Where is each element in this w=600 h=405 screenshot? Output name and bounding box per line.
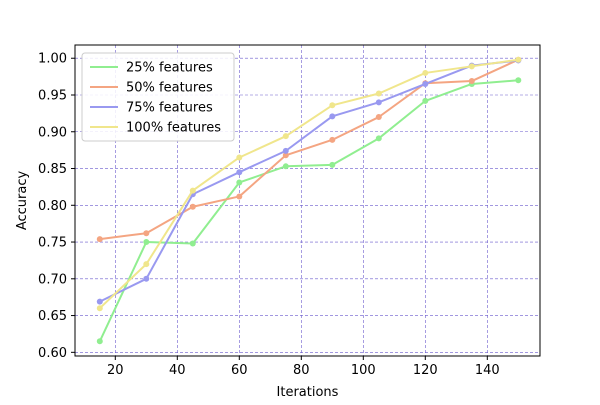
legend-label: 75% features — [126, 101, 213, 116]
x-axis-label: Iterations — [277, 385, 339, 400]
x-tick-label: 20 — [107, 363, 124, 378]
data-point — [375, 114, 382, 121]
data-point — [282, 147, 289, 154]
series-line — [99, 58, 519, 241]
data-point — [515, 77, 522, 84]
data-point — [422, 69, 429, 76]
data-point — [375, 135, 382, 142]
series-line — [99, 58, 519, 309]
data-point — [189, 203, 196, 210]
x-tick-label: 100 — [351, 363, 376, 378]
y-axis: 0.60 0.65 0.70 0.75 0.80 0.85 0.90 0.95 1.00 — [38, 52, 75, 361]
data-point — [422, 80, 429, 87]
x-tick-label: 140 — [475, 363, 500, 378]
y-tick-label: 0.95 — [38, 88, 67, 103]
data-point — [96, 305, 103, 312]
data-point — [515, 56, 522, 63]
data-point — [375, 90, 382, 97]
legend-box — [81, 52, 235, 142]
data-point — [329, 113, 336, 120]
plot-frame — [74, 44, 541, 357]
data-point — [282, 152, 289, 159]
data-point — [375, 99, 382, 106]
data-point — [329, 136, 336, 143]
y-axis-label: Accuracy — [15, 171, 30, 231]
series-layer — [96, 56, 522, 345]
data-point — [468, 78, 475, 85]
data-point — [468, 63, 475, 70]
data-point — [236, 193, 243, 200]
data-point — [143, 230, 150, 237]
y-tick-label: 0.85 — [38, 162, 67, 177]
legend-label: 50% features — [126, 81, 213, 96]
x-axis: 20 40 60 80 100 120 140 — [107, 356, 500, 378]
legend-item: 50% features — [90, 81, 213, 96]
x-tick-label: 40 — [169, 363, 186, 378]
y-tick-label: 0.60 — [38, 346, 67, 361]
data-point — [96, 236, 103, 243]
series-4 — [96, 56, 522, 312]
legend-item: 25% features — [90, 61, 213, 76]
y-tick-label: 0.75 — [38, 236, 67, 251]
y-tick-label: 0.80 — [38, 199, 67, 214]
legend: 25% features 50% features 75% features 100%… — [81, 52, 235, 142]
data-point — [96, 338, 103, 345]
legend-item: 100% features — [90, 121, 221, 136]
legend-label: 100% features — [126, 121, 221, 136]
data-point — [422, 97, 429, 104]
data-point — [143, 275, 150, 282]
data-point — [329, 102, 336, 109]
x-tick-label: 120 — [413, 363, 438, 378]
data-point — [282, 163, 289, 170]
data-point — [143, 261, 150, 268]
data-point — [282, 133, 289, 140]
data-point — [236, 154, 243, 161]
series-1 — [96, 77, 522, 345]
y-tick-label: 0.65 — [38, 309, 67, 324]
x-tick-label: 60 — [231, 363, 248, 378]
y-tick-label: 0.70 — [38, 272, 67, 287]
data-point — [189, 240, 196, 247]
series-line — [99, 59, 519, 303]
data-point — [329, 161, 336, 168]
data-point — [189, 187, 196, 194]
data-point — [236, 179, 243, 186]
series-line — [98, 79, 519, 342]
y-tick-label: 1.00 — [38, 52, 67, 67]
y-tick-label: 0.90 — [38, 125, 67, 140]
legend-item: 75% features — [90, 101, 213, 116]
data-point — [96, 298, 103, 305]
x-tick-label: 80 — [293, 363, 310, 378]
data-point — [143, 239, 150, 246]
data-point — [236, 169, 243, 176]
legend-label: 25% features — [126, 61, 213, 76]
